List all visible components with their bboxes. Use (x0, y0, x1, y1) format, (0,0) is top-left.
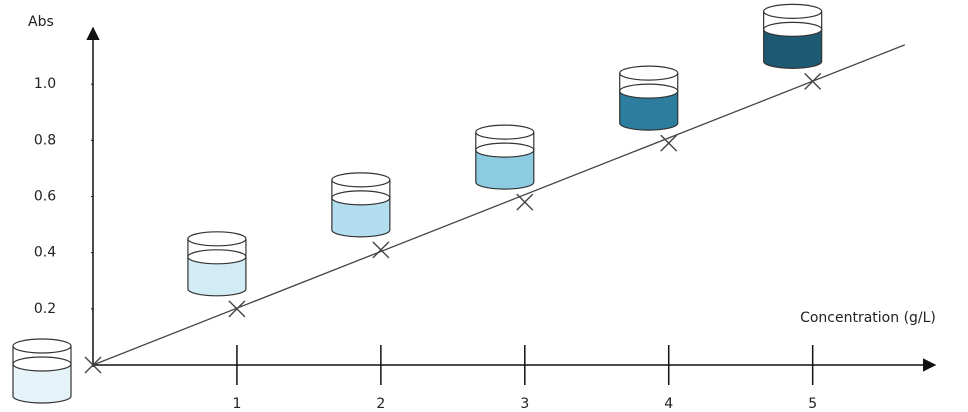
beaker-rim (13, 339, 71, 353)
beaker-liquid (188, 257, 246, 296)
x-tick-label: 4 (664, 396, 673, 412)
beaker (620, 66, 678, 130)
x-axis-label: Concentration (g/L) (800, 310, 936, 326)
beaker-liquid (476, 150, 534, 189)
beaker-liquid (13, 364, 71, 403)
beaker-rim (332, 173, 390, 187)
trendline (93, 45, 905, 365)
beaker-surface (476, 143, 534, 157)
beaker (764, 4, 822, 68)
beaker-surface (620, 84, 678, 98)
data-point (805, 73, 821, 89)
x-tick-label: 3 (520, 396, 529, 412)
y-tick-label: 0.4 (34, 245, 56, 261)
chart: Abs Concentration (g/L) 1 2 3 4 5 0.2 0.4 0.6 0.… (0, 0, 968, 412)
beaker (188, 232, 246, 296)
beaker-rim (764, 4, 822, 18)
beaker-surface (332, 191, 390, 205)
y-tick-label: 0.6 (34, 189, 56, 205)
beaker-surface (13, 357, 71, 371)
beaker-liquid (620, 91, 678, 130)
y-tick-label: 0.8 (34, 132, 56, 148)
beaker-rim (620, 66, 678, 80)
data-point (229, 301, 245, 317)
data-point (517, 194, 533, 210)
beaker (332, 173, 390, 237)
beaker-liquid (332, 198, 390, 237)
beaker (13, 339, 71, 403)
y-tick-label: 1.0 (34, 76, 56, 92)
beaker-liquid (764, 29, 822, 68)
x-tick-label: 1 (232, 396, 241, 412)
beaker-rim (188, 232, 246, 246)
y-tick-label: 0.2 (34, 301, 56, 317)
beaker-surface (764, 22, 822, 36)
y-axis-label: Abs (28, 14, 54, 30)
beaker-surface (188, 250, 246, 264)
x-tick-label: 5 (808, 396, 817, 412)
x-tick-label: 2 (376, 396, 385, 412)
beaker-rim (476, 125, 534, 139)
beaker (476, 125, 534, 189)
